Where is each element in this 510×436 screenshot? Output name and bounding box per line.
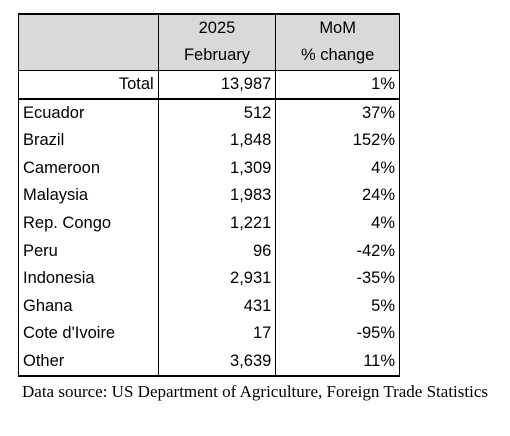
country-cell: Peru <box>18 237 159 265</box>
country-cell: Cote d'Ivoire <box>18 320 159 348</box>
header-pct-change: % change <box>275 42 400 71</box>
total-row: Total 13,987 1% <box>18 69 400 100</box>
value-cell: 1,309 <box>157 154 277 183</box>
total-change: 1% <box>275 69 400 100</box>
header-mom: MoM <box>275 13 400 42</box>
country-cell: Other <box>18 347 159 377</box>
table-row: Other 3,639 11% <box>18 347 400 377</box>
country-cell: Rep. Congo <box>18 209 159 238</box>
change-cell: 24% <box>275 182 400 210</box>
table-row: Cameroon 1,309 4% <box>18 154 400 183</box>
country-cell: Malaysia <box>18 182 159 210</box>
change-cell: 5% <box>275 292 400 321</box>
table-row: Ecuador 512 37% <box>18 99 400 127</box>
change-cell: 11% <box>275 347 400 377</box>
table-row: Indonesia 2,931 -35% <box>18 264 400 293</box>
total-value: 13,987 <box>157 69 277 100</box>
country-cell: Cameroon <box>18 154 159 183</box>
value-cell: 96 <box>157 237 277 265</box>
change-cell: -35% <box>275 264 400 293</box>
table-row: Malaysia 1,983 24% <box>18 182 400 210</box>
header-blank-cell <box>18 42 159 71</box>
change-cell: -95% <box>275 320 400 348</box>
country-cell: Ghana <box>18 292 159 321</box>
header-row-2: February % change <box>18 42 400 71</box>
table-row: Peru 96 -42% <box>18 237 400 265</box>
country-cell: Indonesia <box>18 264 159 293</box>
table-row: Rep. Congo 1,221 4% <box>18 209 400 238</box>
table-row: Ghana 431 5% <box>18 292 400 321</box>
value-cell: 3,639 <box>157 347 277 377</box>
data-table: 2025 MoM February % change Total 13,987 … <box>18 13 400 377</box>
change-cell: 4% <box>275 154 400 183</box>
value-cell: 431 <box>157 292 277 321</box>
country-cell: Brazil <box>18 127 159 155</box>
header-month: February <box>157 42 277 71</box>
table-row: Cote d'Ivoire 17 -95% <box>18 320 400 348</box>
change-cell: 4% <box>275 209 400 238</box>
table-row: Brazil 1,848 152% <box>18 127 400 155</box>
value-cell: 17 <box>157 320 277 348</box>
header-row-1: 2025 MoM <box>18 13 400 42</box>
change-cell: -42% <box>275 237 400 265</box>
change-cell: 37% <box>275 99 400 127</box>
value-cell: 2,931 <box>157 264 277 293</box>
change-cell: 152% <box>275 127 400 155</box>
value-cell: 512 <box>157 99 277 127</box>
value-cell: 1,983 <box>157 182 277 210</box>
value-cell: 1,848 <box>157 127 277 155</box>
country-cell: Ecuador <box>18 99 159 127</box>
value-cell: 1,221 <box>157 209 277 238</box>
source-note: Data source: US Department of Agricultur… <box>22 382 488 401</box>
header-year: 2025 <box>157 13 277 42</box>
header-blank-cell <box>18 13 159 42</box>
total-label: Total <box>18 69 159 100</box>
